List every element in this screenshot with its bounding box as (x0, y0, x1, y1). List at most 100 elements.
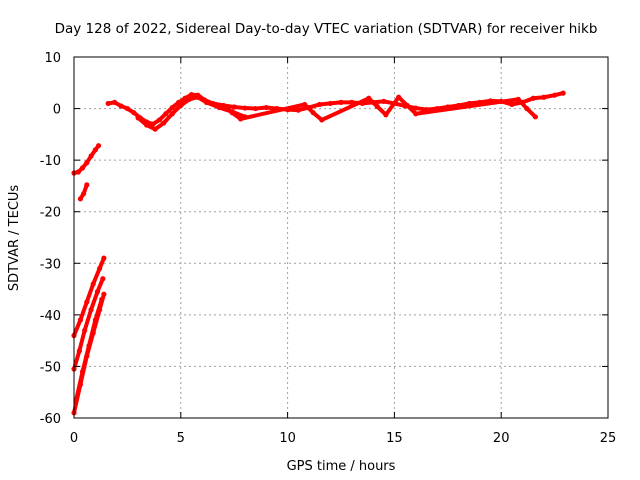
data-point (220, 103, 227, 109)
data-point (381, 98, 387, 104)
data-point (94, 289, 101, 295)
data-point (310, 110, 316, 116)
data-point (413, 111, 419, 117)
x-tick-label: 20 (493, 431, 510, 446)
tick-marks (73, 56, 609, 419)
data-point (338, 99, 344, 105)
plot-frame (73, 56, 609, 419)
data-point (95, 143, 102, 149)
y-tick-label: -40 (40, 309, 61, 324)
data-point (366, 95, 372, 101)
y-tick-label: -60 (40, 412, 61, 427)
data-point (144, 122, 150, 128)
data-point (203, 99, 210, 105)
chart-title: Day 128 of 2022, Sidereal Day-to-day VTE… (55, 21, 598, 37)
data-series-group (71, 90, 566, 416)
data-point (131, 110, 137, 116)
data-point (188, 92, 195, 98)
x-tick-label: 15 (386, 431, 403, 446)
y-tick-label: -30 (40, 257, 61, 272)
data-point (118, 103, 124, 109)
y-tick-label: 0 (53, 103, 61, 118)
data-point (263, 104, 269, 111)
data-point (413, 105, 419, 111)
data-point (560, 90, 566, 96)
data-point (84, 299, 90, 305)
data-point (77, 317, 84, 323)
data-point (90, 281, 96, 287)
data-point (295, 107, 301, 113)
x-tick-label: 0 (70, 431, 78, 446)
data-point (252, 105, 259, 112)
y-tick-labels: 10 0 -10 -20 -30 -40 -50 -60 (40, 51, 61, 427)
data-point (105, 100, 111, 107)
data-point (101, 291, 107, 297)
data-point (99, 296, 105, 302)
data-point (231, 104, 237, 110)
data-point (327, 100, 333, 107)
data-point (319, 117, 325, 123)
data-point (169, 104, 175, 111)
data-point (524, 105, 530, 112)
y-tick-label: 10 (44, 51, 61, 66)
data-point (317, 101, 323, 108)
data-point (374, 103, 380, 110)
data-point (532, 114, 538, 120)
data-point (186, 96, 192, 102)
data-point (77, 196, 84, 202)
data-point (75, 169, 81, 175)
x-tick-label: 10 (279, 431, 296, 446)
data-point (552, 92, 558, 98)
data-point (84, 182, 90, 188)
data-point (81, 191, 87, 197)
data-point (396, 94, 402, 100)
data-point (88, 153, 94, 159)
data-point (238, 116, 244, 122)
y-axis-label: SDTVAR / TECUs (7, 185, 22, 292)
data-point (242, 105, 248, 111)
data-point (156, 117, 163, 123)
data-point (383, 112, 389, 118)
x-tick-labels: 0 5 10 15 20 25 (70, 431, 616, 446)
data-point (530, 95, 536, 101)
series-track-a (71, 143, 102, 176)
data-point (97, 265, 103, 272)
x-axis-label: GPS time / hours (287, 459, 396, 474)
data-point (79, 368, 86, 375)
data-point (152, 126, 158, 132)
data-point (100, 276, 106, 282)
y-tick-label: -20 (40, 206, 61, 221)
data-point (111, 99, 118, 105)
data-point (82, 327, 88, 333)
data-point (92, 147, 98, 153)
data-point (302, 101, 308, 108)
data-point (101, 255, 107, 261)
data-point (161, 120, 167, 126)
data-point (73, 397, 79, 403)
series-track-b (77, 182, 90, 202)
data-point (84, 160, 90, 166)
data-point (86, 343, 92, 349)
data-point (195, 94, 201, 100)
x-tick-label: 25 (600, 431, 617, 446)
series-track-c (71, 255, 107, 339)
y-tick-label: -10 (40, 154, 61, 169)
data-point (404, 102, 410, 109)
data-point (178, 102, 184, 109)
x-tick-label: 5 (177, 431, 185, 446)
data-point (216, 104, 222, 111)
data-point (229, 110, 235, 116)
y-tick-label: -50 (40, 360, 61, 375)
data-point (124, 105, 130, 112)
data-point (135, 115, 141, 121)
data-point (79, 165, 86, 171)
data-point (88, 307, 94, 313)
data-point (163, 111, 169, 117)
data-point (515, 96, 521, 102)
series-track-sweeps (220, 94, 538, 123)
grid (74, 57, 608, 418)
data-point (169, 111, 175, 117)
series-track-f (73, 296, 105, 403)
data-point (541, 94, 547, 100)
